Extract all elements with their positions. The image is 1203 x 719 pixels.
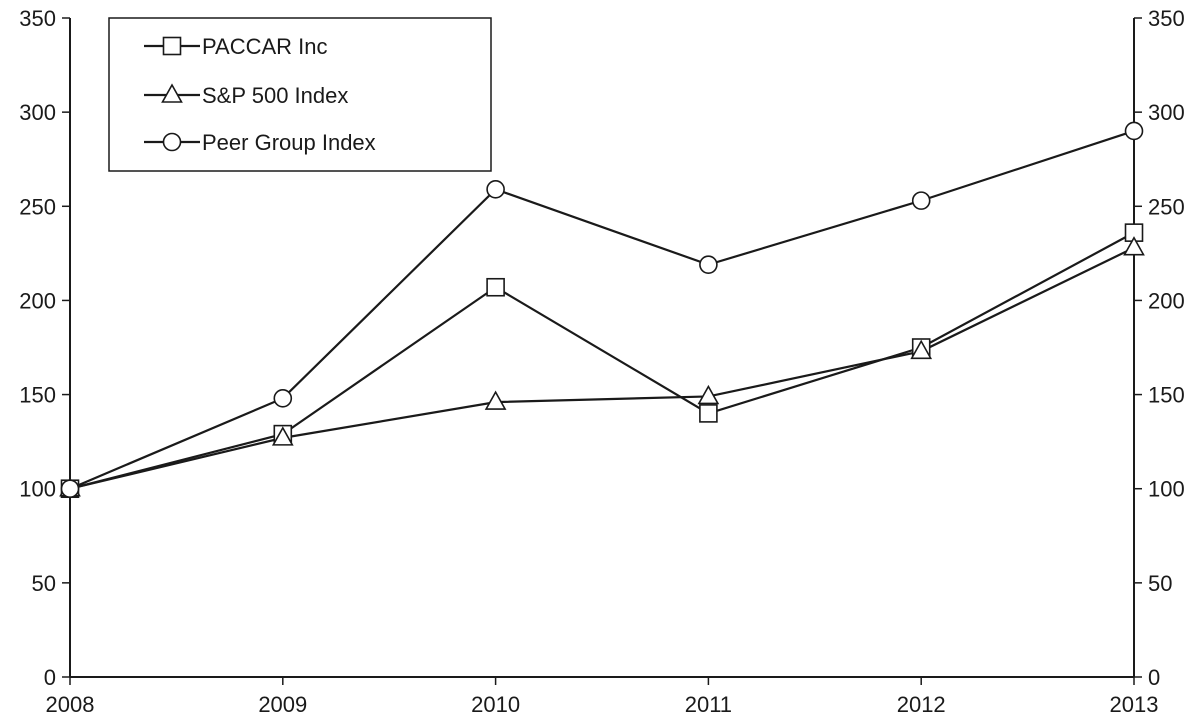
data-point-circle-marker (911, 191, 931, 210)
data-point-triangle-marker (697, 384, 720, 405)
y-tick-label-right: 350 (1148, 6, 1185, 31)
data-point-square-marker (486, 277, 505, 297)
y-tick-label-right: 50 (1148, 571, 1172, 596)
data-point-circle-marker (486, 180, 505, 199)
series-line-0 (69, 231, 1135, 490)
y-tick-label-left: 350 (19, 6, 56, 31)
y-tick-label-left: 300 (19, 100, 56, 125)
y-tick-label-right: 0 (1148, 665, 1160, 690)
y-tick-label-right: 100 (1148, 477, 1185, 502)
data-point-circle-marker (1124, 121, 1144, 141)
y-tick-label-left: 100 (19, 477, 56, 502)
y-tick-label-right: 200 (1148, 288, 1185, 313)
legend-label-0: PACCAR Inc (202, 34, 328, 59)
chart-axes: 0 0 50 50 100 100 150 150 200 200 250 250 300 300 350 3… (19, 6, 1184, 717)
data-point-triangle-marker (271, 426, 294, 446)
chart-series (59, 121, 1145, 499)
legend-circle-marker (162, 132, 182, 152)
data-point-square-marker (699, 404, 718, 423)
y-tick-label-right: 300 (1148, 100, 1185, 125)
legend-label-1: S&P 500 Index (202, 83, 348, 108)
data-point-triangle-marker (910, 339, 933, 360)
data-point-circle-marker (273, 389, 293, 408)
x-tick-label: 2011 (685, 692, 732, 717)
y-tick-label-left: 50 (32, 571, 56, 596)
y-tick-label-right: 150 (1148, 383, 1185, 408)
legend-square-marker (162, 36, 182, 56)
y-tick-label-left: 0 (44, 665, 56, 690)
x-tick-label: 2010 (471, 692, 520, 717)
data-point-triangle-marker (1123, 236, 1145, 256)
x-tick-label: 2008 (46, 692, 95, 717)
chart-legend: PACCAR Inc S&P 500 Index Peer Group Index (108, 17, 492, 172)
y-tick-label-left: 250 (19, 194, 56, 219)
legend-triangle-marker (161, 83, 183, 103)
y-tick-label-left: 200 (19, 288, 56, 313)
data-point-triangle-marker (484, 390, 507, 410)
series-line-2 (69, 129, 1135, 490)
y-tick-label-right: 250 (1148, 194, 1185, 219)
data-point-circle-marker (60, 479, 80, 499)
data-point-circle-marker (699, 255, 718, 274)
y-tick-label-left: 150 (19, 383, 56, 408)
series-line-1 (69, 246, 1135, 490)
legend-label-2: Peer Group Index (202, 130, 376, 155)
x-tick-label: 2009 (258, 692, 307, 717)
x-tick-label: 2013 (1110, 692, 1159, 717)
x-tick-label: 2012 (897, 692, 946, 717)
